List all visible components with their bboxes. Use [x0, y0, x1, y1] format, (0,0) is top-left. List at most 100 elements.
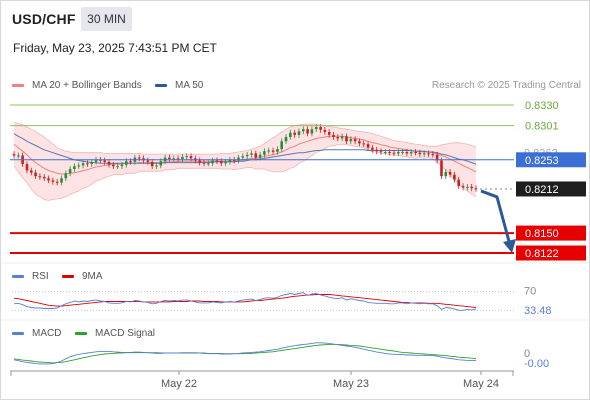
- symbol-title: USD/CHF: [12, 11, 76, 27]
- timeframe-button[interactable]: 30 MIN: [81, 7, 132, 31]
- candle-body: [474, 188, 478, 190]
- legend-macd-swatch: [12, 332, 24, 335]
- legend-ma9-swatch: [62, 275, 74, 278]
- legend-macd-signal: MACD Signal: [75, 328, 155, 339]
- candle-body: [349, 139, 353, 142]
- time-axis-label: May 23: [333, 378, 369, 390]
- candle-body: [414, 152, 417, 153]
- candle-body: [397, 152, 400, 154]
- candle-body: [306, 129, 309, 134]
- candle-body: [34, 172, 37, 177]
- candle-body: [314, 127, 318, 130]
- candle-body: [280, 141, 283, 150]
- candle-body: [129, 161, 132, 163]
- candle-body: [30, 170, 33, 173]
- candle-body: [353, 139, 357, 142]
- candle-body: [422, 153, 426, 155]
- candle-body: [232, 159, 236, 161]
- macd-zero-label: 0: [524, 348, 530, 360]
- support-2-tag: [516, 245, 586, 261]
- candle-body: [198, 160, 201, 163]
- candle-body: [38, 176, 42, 178]
- candle-body: [112, 164, 115, 167]
- candle-body: [319, 127, 322, 130]
- candle-body: [284, 137, 288, 142]
- candle-body: [405, 152, 409, 154]
- candle-body: [392, 152, 396, 154]
- candle-body: [384, 152, 387, 153]
- candle-body: [146, 160, 150, 162]
- candle-body: [120, 164, 124, 167]
- candle-body: [47, 178, 50, 181]
- candle-body: [461, 186, 465, 188]
- candle-body: [289, 132, 292, 137]
- candle-body: [81, 163, 85, 166]
- legend-ma50-swatch: [155, 84, 167, 87]
- legend-rsi-label: RSI: [32, 271, 49, 282]
- candle-body: [241, 156, 245, 158]
- candle-body: [25, 164, 29, 171]
- candle-body: [245, 154, 249, 157]
- candle-body: [267, 150, 270, 152]
- candle-body: [77, 165, 81, 167]
- bollinger-lower-line: [13, 143, 477, 201]
- candle-body: [181, 156, 184, 159]
- candle-body: [64, 173, 68, 179]
- candle-body: [375, 149, 378, 152]
- candle-body: [254, 153, 258, 158]
- candle-body: [362, 143, 365, 145]
- pivot-label: 0.8253: [525, 155, 559, 167]
- macd-line: [13, 342, 476, 365]
- candle-body: [258, 154, 262, 158]
- legend-ma9-label: 9MA: [82, 271, 103, 282]
- candle-body: [155, 165, 158, 167]
- candle-body: [55, 181, 59, 183]
- candle-body: [371, 147, 374, 150]
- candle-body: [427, 153, 430, 155]
- candle-body: [302, 129, 305, 132]
- rsi-last-value: 33.48: [524, 305, 552, 317]
- candle-body: [466, 186, 469, 188]
- time-axis: May 22 May 23 May 24: [10, 370, 514, 390]
- candle-body: [310, 129, 314, 134]
- legend-rsi-ma9: 9MA: [62, 271, 103, 282]
- candle-body: [137, 157, 141, 159]
- candle-body: [340, 136, 344, 139]
- candle-body: [189, 156, 193, 159]
- rsi-level-label: 70: [524, 286, 536, 298]
- research-credit: Research © 2025 Trading Central: [431, 80, 581, 91]
- candle-body: [103, 160, 106, 162]
- support-1-tag: [516, 225, 586, 241]
- candle-body: [431, 154, 435, 156]
- last-price-tag: [516, 181, 586, 197]
- candle-body: [457, 179, 460, 187]
- candle-body: [263, 151, 266, 155]
- rsi-line: [13, 292, 477, 311]
- candle-body: [51, 180, 55, 182]
- candle-body: [418, 152, 422, 155]
- candle-body: [116, 166, 119, 168]
- bollinger-upper-line: [13, 121, 477, 155]
- candle-body: [125, 161, 128, 165]
- candle-body: [224, 161, 227, 164]
- candle-body: [237, 157, 240, 161]
- rsi-ma9-line: [13, 294, 477, 308]
- candle-body: [17, 155, 20, 157]
- candle-body: [448, 171, 452, 175]
- time-axis-label: May 24: [463, 378, 499, 390]
- support-2-label: 0.8122: [525, 248, 559, 260]
- last-price-label: 0.8212: [525, 184, 559, 196]
- candle-body: [453, 174, 456, 180]
- candle-body: [211, 160, 214, 164]
- support-1-label: 0.8150: [525, 228, 559, 240]
- candle-body: [228, 159, 232, 162]
- time-axis-label: May 22: [161, 378, 197, 390]
- candle-body: [159, 161, 163, 166]
- forecast-arrow: [480, 189, 512, 246]
- candle-body: [293, 132, 296, 135]
- candle-body: [60, 178, 63, 183]
- candle-body: [250, 153, 253, 155]
- candle-body: [86, 163, 89, 165]
- candle-body: [185, 156, 188, 158]
